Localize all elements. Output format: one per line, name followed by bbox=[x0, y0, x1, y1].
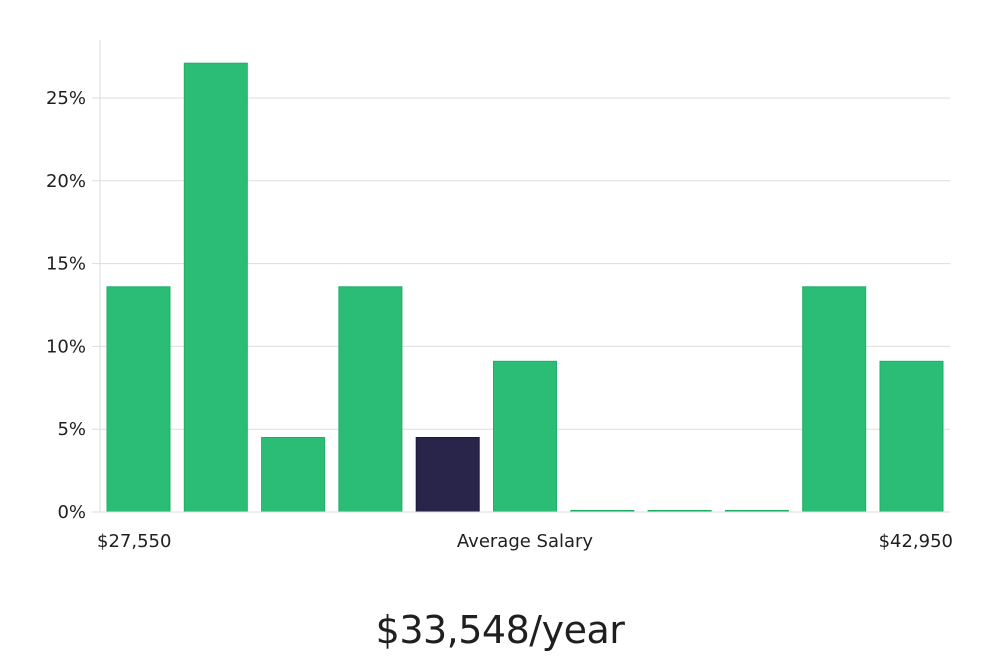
y-tick-label: 0% bbox=[57, 502, 86, 523]
y-tick-label: 15% bbox=[46, 254, 86, 275]
bar bbox=[106, 286, 171, 513]
salary-histogram-chart: 0%5%10%15%20%25% $27,550 Average Salary … bbox=[46, 40, 953, 552]
bar bbox=[183, 62, 248, 513]
bar bbox=[261, 437, 326, 513]
y-tick-label: 20% bbox=[46, 171, 86, 192]
bar bbox=[338, 286, 403, 513]
y-tick-labels: 0% 5% 10% 15% 20% 25% bbox=[46, 88, 86, 523]
bars bbox=[106, 62, 944, 513]
bar bbox=[493, 360, 557, 513]
bar-highlighted bbox=[415, 437, 480, 513]
bar bbox=[802, 286, 867, 513]
y-tick-label: 25% bbox=[46, 88, 86, 109]
y-tick-label: 10% bbox=[46, 336, 86, 357]
x-axis-title: Average Salary bbox=[457, 531, 594, 552]
average-salary-value: $33,548/year bbox=[375, 608, 625, 652]
x-max-label: $42,950 bbox=[879, 531, 953, 552]
x-min-label: $27,550 bbox=[97, 531, 171, 552]
y-tick-label: 5% bbox=[57, 419, 86, 440]
axes bbox=[92, 40, 950, 513]
bar bbox=[879, 360, 944, 513]
